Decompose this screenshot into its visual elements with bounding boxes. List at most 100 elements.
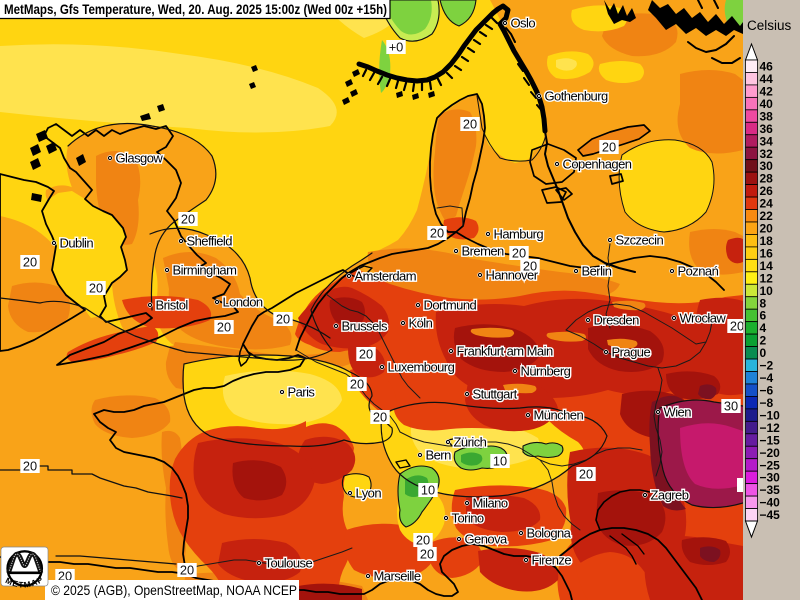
svg-text:Prague: Prague <box>612 345 651 360</box>
svg-text:Bristol: Bristol <box>156 298 189 313</box>
svg-text:Dresden: Dresden <box>594 313 640 328</box>
svg-text:20: 20 <box>730 319 744 334</box>
svg-text:20: 20 <box>523 259 537 274</box>
svg-text:−30: −30 <box>760 471 781 485</box>
svg-text:0: 0 <box>760 346 767 360</box>
svg-text:24: 24 <box>760 197 774 211</box>
svg-text:Wrocław: Wrocław <box>680 311 727 326</box>
svg-text:Marseille: Marseille <box>374 569 421 584</box>
svg-text:10: 10 <box>421 483 435 498</box>
svg-text:−45: −45 <box>760 508 781 522</box>
svg-text:38: 38 <box>760 109 774 123</box>
svg-text:−15: −15 <box>760 433 781 447</box>
svg-text:Hamburg: Hamburg <box>494 227 544 242</box>
svg-text:Dublin: Dublin <box>60 236 94 251</box>
svg-text:Bremen: Bremen <box>462 244 505 259</box>
svg-text:16: 16 <box>760 246 774 260</box>
svg-text:Zagreb: Zagreb <box>651 488 689 503</box>
svg-text:46: 46 <box>760 60 774 74</box>
svg-text:36: 36 <box>760 122 774 136</box>
svg-text:−8: −8 <box>760 396 774 410</box>
svg-text:20: 20 <box>430 226 444 241</box>
svg-text:44: 44 <box>760 72 774 86</box>
svg-text:20: 20 <box>217 320 231 335</box>
svg-text:−10: −10 <box>760 408 781 422</box>
svg-text:Brussels: Brussels <box>342 319 388 334</box>
svg-text:Toulouse: Toulouse <box>265 556 313 571</box>
svg-text:Lyon: Lyon <box>356 486 382 501</box>
svg-text:Celsius: Celsius <box>747 18 792 33</box>
svg-text:2: 2 <box>760 334 767 348</box>
svg-text:Berlin: Berlin <box>582 264 612 279</box>
svg-text:14: 14 <box>760 259 774 273</box>
svg-text:8: 8 <box>760 296 767 310</box>
svg-text:−2: −2 <box>760 359 774 373</box>
svg-text:18: 18 <box>760 234 774 248</box>
svg-text:Oslo: Oslo <box>511 16 536 31</box>
svg-text:Wien: Wien <box>664 405 692 420</box>
svg-text:20: 20 <box>23 255 37 270</box>
svg-text:20: 20 <box>760 222 774 236</box>
svg-text:20: 20 <box>89 281 103 296</box>
svg-text:20: 20 <box>373 410 387 425</box>
svg-text:20: 20 <box>359 347 373 362</box>
svg-text:12: 12 <box>760 271 774 285</box>
svg-text:Birmingham: Birmingham <box>173 263 237 278</box>
svg-text:Szczecin: Szczecin <box>616 233 664 248</box>
svg-text:30: 30 <box>724 399 738 414</box>
svg-text:Amsterdam: Amsterdam <box>355 269 417 284</box>
svg-text:−25: −25 <box>760 458 781 472</box>
svg-text:Torino: Torino <box>452 511 484 526</box>
svg-text:Zürich: Zürich <box>454 435 487 450</box>
svg-text:−12: −12 <box>760 421 781 435</box>
svg-text:20: 20 <box>180 563 194 578</box>
svg-text:Nürnberg: Nürnberg <box>521 364 571 379</box>
svg-text:20: 20 <box>416 533 430 548</box>
svg-text:20: 20 <box>463 117 477 132</box>
svg-text:−6: −6 <box>760 383 774 397</box>
svg-text:6: 6 <box>760 309 767 323</box>
svg-text:Milano: Milano <box>473 496 508 511</box>
svg-text:Frankfurt am Main: Frankfurt am Main <box>457 344 553 359</box>
svg-text:Poznań: Poznań <box>678 264 719 279</box>
svg-text:34: 34 <box>760 134 774 148</box>
svg-text:Firenze: Firenze <box>532 553 572 568</box>
svg-text:Bern: Bern <box>426 448 452 463</box>
svg-text:−4: −4 <box>760 371 774 385</box>
svg-text:−40: −40 <box>760 496 781 510</box>
svg-text:Bologna: Bologna <box>527 526 572 541</box>
svg-text:20: 20 <box>23 459 37 474</box>
svg-text:Gothenburg: Gothenburg <box>545 89 608 104</box>
svg-text:Köln: Köln <box>409 316 433 331</box>
svg-text:20: 20 <box>579 467 593 482</box>
svg-text:Paris: Paris <box>288 385 316 400</box>
svg-text:+0: +0 <box>389 40 404 55</box>
svg-text:Luxembourg: Luxembourg <box>388 360 455 375</box>
svg-text:26: 26 <box>760 184 774 198</box>
svg-text:−20: −20 <box>760 446 781 460</box>
svg-text:10: 10 <box>760 284 774 298</box>
svg-text:40: 40 <box>760 97 774 111</box>
svg-text:Dortmund: Dortmund <box>424 298 477 313</box>
svg-text:30: 30 <box>760 159 774 173</box>
svg-text:−35: −35 <box>760 483 781 497</box>
svg-text:München: München <box>534 408 584 423</box>
svg-text:20: 20 <box>58 569 72 584</box>
svg-text:20: 20 <box>350 377 364 392</box>
svg-text:20: 20 <box>420 547 434 562</box>
svg-text:22: 22 <box>760 209 774 223</box>
svg-text:Stuttgart: Stuttgart <box>473 387 518 402</box>
svg-text:© 2025 (AGB), OpenStreetMap, N: © 2025 (AGB), OpenStreetMap, NOAA NCEP <box>51 583 297 598</box>
svg-text:20: 20 <box>181 212 195 227</box>
svg-text:Copenhagen: Copenhagen <box>563 157 632 172</box>
svg-text:Hannover: Hannover <box>486 268 539 283</box>
svg-text:42: 42 <box>760 84 774 98</box>
svg-text:Glasgow: Glasgow <box>116 151 164 166</box>
svg-text:Sheffield: Sheffield <box>187 234 233 249</box>
svg-text:MetMaps, Gfs Temperature, Wed,: MetMaps, Gfs Temperature, Wed, 20. Aug. … <box>4 2 387 17</box>
svg-text:28: 28 <box>760 172 774 186</box>
svg-text:10: 10 <box>493 454 507 469</box>
svg-text:Genova: Genova <box>465 532 509 547</box>
svg-text:4: 4 <box>760 321 767 335</box>
svg-text:32: 32 <box>760 147 774 161</box>
